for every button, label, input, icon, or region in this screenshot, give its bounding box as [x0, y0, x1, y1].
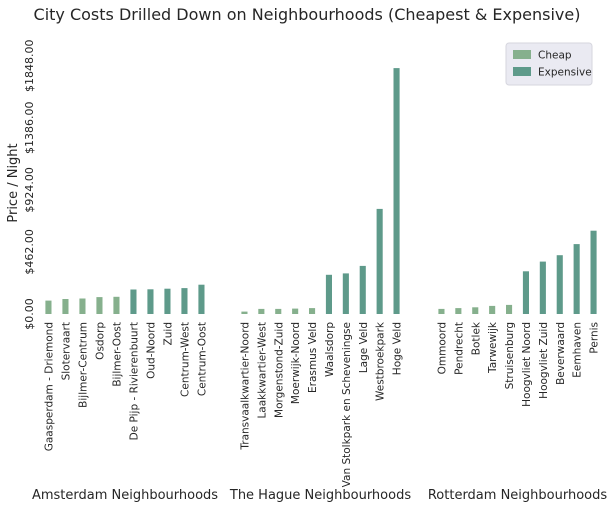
chart-title: City Costs Drilled Down on Neighbourhood…	[33, 5, 581, 24]
bar	[258, 308, 265, 314]
x-tick-label: Bijlmer-Centrum	[78, 322, 90, 408]
bar	[573, 244, 580, 314]
x-tick-label: Tarwewijk	[487, 321, 499, 374]
y-tick-label: $924.00	[23, 167, 36, 213]
x-tick-label: Ommoord	[436, 322, 448, 374]
x-tick-label: Hoge Veld	[392, 322, 404, 375]
x-axis-label: Rotterdam Neighbourhoods	[428, 488, 608, 503]
bar	[45, 300, 52, 314]
x-axis-label: Amsterdam Neighbourhoods	[32, 488, 218, 503]
bar	[62, 299, 69, 314]
x-tick-label: Pendrecht	[453, 322, 465, 375]
bar	[292, 308, 299, 314]
x-tick-label: Waalsdorp	[324, 322, 336, 377]
x-tick-label: Pernis	[589, 322, 601, 354]
x-tick-label: Slotervaart	[61, 322, 73, 380]
bar	[130, 289, 137, 314]
bar	[522, 271, 529, 314]
bar	[472, 307, 479, 314]
y-tick-label: $462.00	[23, 229, 36, 275]
x-tick-label: Centrum-West	[180, 322, 192, 397]
x-tick-label: Transvaalkwartier-Noord	[239, 322, 251, 451]
legend-label: Expensive	[538, 67, 592, 79]
x-tick-label: Osdorp	[95, 322, 107, 360]
x-tick-label: Erasmus Veld	[307, 322, 319, 393]
x-tick-label: Hoogvliet Noord	[521, 322, 533, 407]
bar	[113, 296, 120, 314]
x-axis-label: The Hague Neighbourhoods	[229, 488, 411, 503]
bar	[590, 230, 597, 314]
x-tick-label: Bijlmer-Oost	[112, 322, 124, 387]
bar	[342, 273, 349, 314]
y-tick-label: $1386.00	[23, 102, 36, 155]
x-tick-label: Botlek	[470, 321, 482, 355]
bar	[79, 298, 86, 314]
bar	[198, 284, 205, 314]
x-tick-label: Westbroekpark	[375, 321, 387, 401]
legend-swatch	[513, 50, 531, 59]
y-tick-label: $0.00	[23, 298, 36, 330]
bar	[147, 289, 154, 314]
bar	[455, 308, 462, 314]
x-tick-label: Lage Veld	[358, 322, 370, 373]
bar	[393, 68, 400, 314]
y-axis-label: Price / Night	[6, 143, 21, 222]
bar	[506, 304, 513, 314]
bar	[539, 261, 546, 314]
bar	[241, 311, 248, 314]
bar	[556, 255, 563, 314]
x-tick-label: Zuid	[163, 322, 175, 345]
bar	[325, 274, 332, 314]
x-tick-label: Struisenburg	[504, 322, 516, 389]
bar	[309, 308, 316, 314]
bar	[376, 208, 383, 314]
legend-swatch	[513, 67, 531, 76]
bar	[164, 288, 171, 314]
bar	[489, 305, 496, 314]
x-tick-label: Centrum-Oost	[197, 322, 209, 396]
bar	[96, 297, 103, 314]
y-tick-label: $1848.00	[23, 39, 36, 92]
x-tick-label: Beverwaard	[555, 322, 567, 385]
x-tick-label: Eemhaven	[572, 322, 584, 378]
x-tick-label: Oud-Noord	[146, 322, 158, 379]
x-tick-label: Laakkwartier-West	[256, 322, 268, 419]
x-tick-label: Morgenstond-Zuid	[273, 322, 285, 418]
x-tick-label: Van Stolkpark en Scheveningse	[341, 322, 353, 487]
bar	[359, 265, 366, 314]
x-tick-label: Moerwijk-Noord	[290, 322, 302, 404]
bar	[275, 308, 282, 314]
bar	[438, 308, 445, 314]
bar	[181, 288, 188, 314]
x-tick-label: De Pijp - Rivierenbuurt	[129, 322, 141, 440]
x-tick-label: Gaasperdam - Driemond	[44, 322, 56, 451]
legend-label: Cheap	[538, 50, 572, 62]
x-tick-label: Hoogvliet Zuid	[538, 322, 550, 399]
